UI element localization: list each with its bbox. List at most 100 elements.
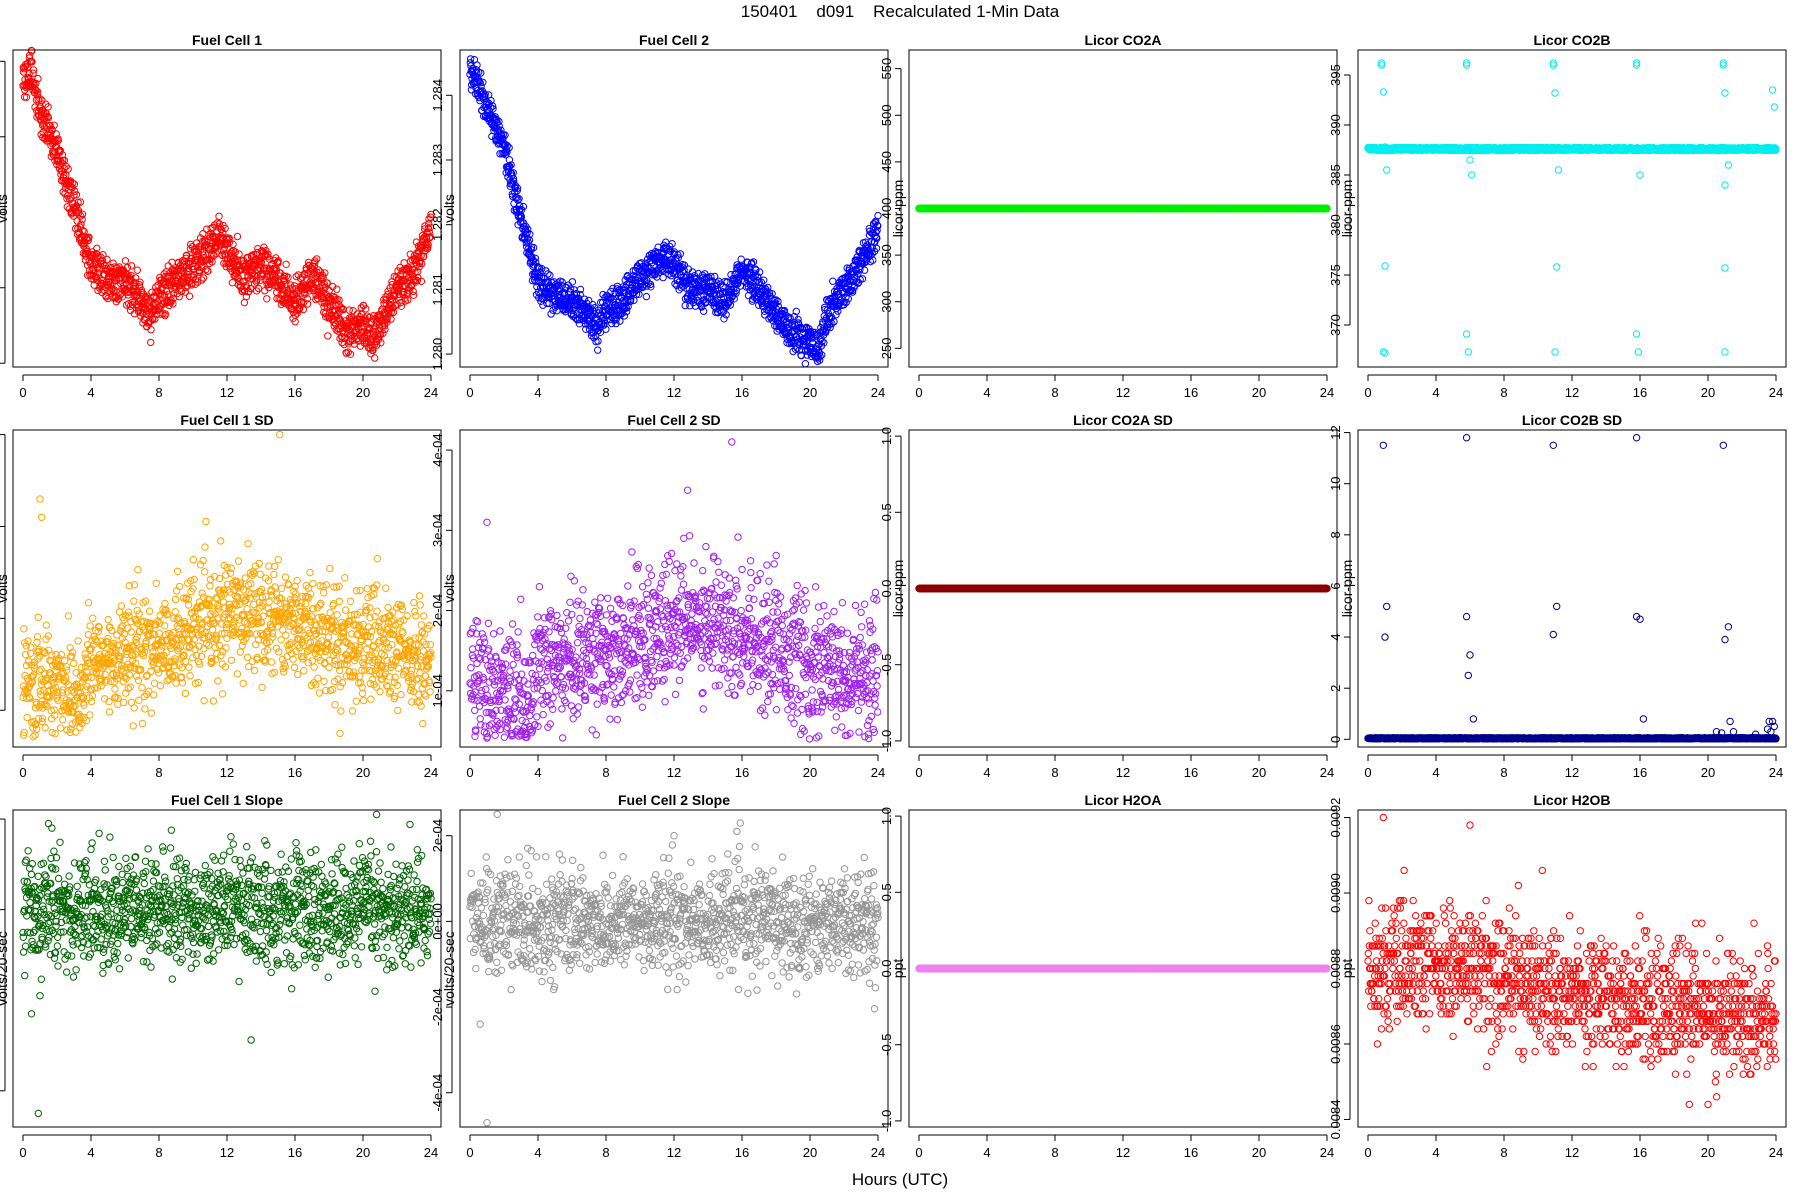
x-tick-label: 4 bbox=[534, 385, 541, 400]
data-point bbox=[493, 116, 501, 124]
x-tick-label: 12 bbox=[1116, 385, 1130, 400]
data-point bbox=[425, 215, 433, 223]
data-point bbox=[594, 346, 602, 354]
x-tick-label: 20 bbox=[1252, 385, 1266, 400]
data-point bbox=[124, 288, 132, 297]
data-point bbox=[489, 102, 497, 110]
data-point bbox=[25, 54, 34, 62]
data-point bbox=[38, 121, 47, 129]
data-point bbox=[546, 271, 554, 279]
y-tick-label: 300 bbox=[879, 291, 894, 313]
data-point bbox=[252, 287, 261, 295]
data-point bbox=[417, 277, 426, 285]
data-point bbox=[204, 267, 212, 275]
data-point bbox=[357, 303, 365, 312]
data-point bbox=[127, 262, 136, 270]
data-point bbox=[85, 233, 93, 241]
data-point bbox=[233, 232, 242, 241]
data-point bbox=[303, 295, 311, 303]
data-point bbox=[46, 122, 54, 130]
data-point bbox=[426, 223, 435, 232]
data-point bbox=[191, 280, 200, 288]
scatter-points bbox=[19, 46, 435, 362]
data-point bbox=[409, 287, 417, 296]
x-axis bbox=[918, 374, 1328, 381]
data-point bbox=[393, 300, 401, 309]
data-point bbox=[387, 315, 395, 323]
data-point bbox=[346, 350, 355, 358]
y-tick-label: 1.280 bbox=[430, 338, 445, 371]
data-point bbox=[568, 278, 577, 286]
data-point bbox=[362, 317, 370, 326]
data-point bbox=[44, 103, 52, 111]
data-point bbox=[257, 258, 265, 266]
x-tick-label: 16 bbox=[735, 385, 749, 400]
data-point bbox=[539, 301, 547, 309]
data-point bbox=[409, 291, 418, 299]
data-point bbox=[185, 292, 194, 300]
data-point bbox=[84, 236, 93, 245]
data-point bbox=[194, 278, 202, 286]
data-point bbox=[291, 296, 299, 304]
data-point bbox=[207, 242, 216, 251]
y-tick-label: 550 bbox=[879, 58, 894, 80]
data-point bbox=[379, 329, 387, 338]
data-point bbox=[377, 339, 385, 347]
data-point bbox=[161, 310, 170, 318]
data-point bbox=[51, 148, 59, 156]
data-point bbox=[310, 262, 318, 271]
y-tick-label: 450 bbox=[879, 151, 894, 173]
x-axis bbox=[22, 374, 432, 381]
data-point bbox=[22, 93, 31, 101]
data-point bbox=[406, 265, 414, 273]
data-point bbox=[284, 273, 292, 282]
data-point bbox=[327, 295, 335, 303]
data-point bbox=[288, 284, 297, 292]
scatter-points bbox=[466, 55, 882, 368]
data-point bbox=[132, 279, 140, 287]
data-point bbox=[473, 61, 481, 69]
data-point bbox=[99, 260, 107, 268]
data-point bbox=[138, 286, 146, 295]
data-point bbox=[217, 225, 226, 234]
data-point bbox=[301, 271, 309, 279]
data-point bbox=[334, 317, 342, 326]
data-point bbox=[386, 292, 394, 301]
data-point bbox=[253, 276, 261, 284]
data-point bbox=[131, 282, 140, 290]
data-point bbox=[165, 290, 173, 298]
data-point bbox=[29, 66, 38, 74]
data-point bbox=[147, 326, 155, 334]
x-axis bbox=[469, 374, 879, 381]
data-point bbox=[254, 284, 263, 293]
data-point bbox=[495, 122, 503, 130]
x-tick-label: 0 bbox=[915, 385, 922, 400]
data-point bbox=[225, 234, 233, 242]
data-point bbox=[183, 281, 192, 290]
data-point bbox=[77, 212, 85, 220]
data-point bbox=[25, 70, 33, 78]
data-point bbox=[236, 277, 244, 286]
data-point bbox=[33, 88, 42, 96]
data-point bbox=[389, 308, 398, 317]
x-tick-label: 20 bbox=[356, 385, 370, 400]
data-point bbox=[362, 305, 370, 313]
panel-title: Licor CO2A bbox=[1084, 32, 1161, 48]
data-point bbox=[64, 165, 72, 173]
data-point bbox=[54, 136, 62, 145]
data-point bbox=[40, 114, 48, 123]
data-point bbox=[737, 255, 745, 263]
data-point bbox=[416, 257, 424, 265]
data-point bbox=[70, 191, 78, 199]
data-point bbox=[210, 251, 218, 259]
data-point bbox=[829, 277, 837, 285]
data-point bbox=[305, 287, 314, 295]
data-point bbox=[219, 229, 227, 237]
data-point bbox=[418, 259, 426, 268]
data-point bbox=[215, 212, 223, 221]
data-point bbox=[475, 77, 483, 86]
data-point bbox=[413, 268, 422, 276]
